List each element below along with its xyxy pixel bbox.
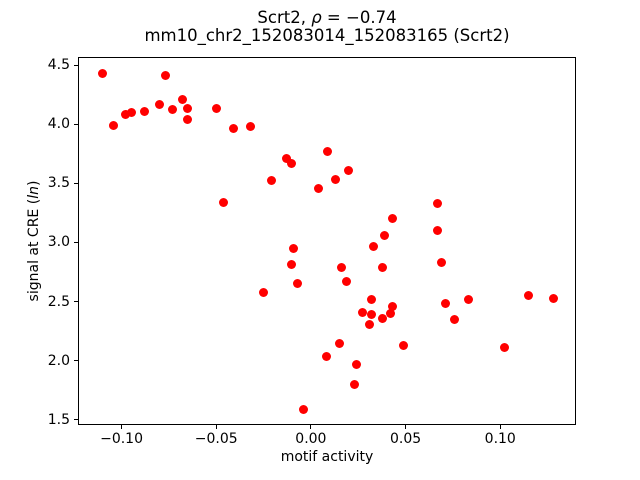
data-point (183, 104, 193, 114)
data-point (168, 105, 178, 115)
y-tick-mark (74, 123, 78, 125)
data-point (120, 110, 130, 120)
data-point (245, 122, 255, 132)
data-point (177, 94, 187, 104)
data-point (385, 308, 395, 318)
data-point (331, 175, 341, 185)
y-tick-mark (74, 301, 78, 303)
x-tick-mark (215, 425, 217, 429)
data-point (321, 351, 331, 361)
x-tick-label: 0.00 (295, 431, 327, 447)
chart-title-line1: Scrt2, ρ = −0.74 (78, 9, 576, 27)
y-tick-label: 4.0 (47, 116, 70, 133)
y-axis-label: signal at CRE (ln) (26, 180, 42, 302)
data-point (342, 277, 352, 286)
data-point (109, 120, 119, 130)
x-tick-label: −0.10 (100, 431, 143, 447)
data-point (98, 68, 108, 78)
y-tick-mark (74, 419, 78, 421)
data-point (357, 307, 367, 317)
x-tick-label: −0.05 (194, 431, 238, 447)
chart-title: Scrt2, ρ = −0.74 mm10_chr2_152083014_152… (78, 9, 576, 44)
data-point (378, 262, 388, 272)
data-point (368, 241, 378, 251)
y-tick-label: 3.0 (47, 234, 70, 251)
data-point (366, 294, 376, 304)
data-point (349, 379, 359, 389)
title-rho-value: = −0.74 (321, 8, 397, 27)
data-point (160, 71, 170, 81)
data-point (378, 313, 388, 323)
y-tick-mark (74, 182, 78, 184)
data-point (298, 404, 308, 414)
data-point (450, 314, 460, 324)
data-point (313, 183, 323, 193)
x-tick-mark (499, 425, 501, 429)
data-point (266, 176, 276, 186)
data-point (139, 106, 149, 116)
y-tick-mark (74, 360, 78, 362)
y-tick-label: 1.5 (47, 411, 70, 428)
data-point (387, 301, 397, 311)
data-point (387, 214, 397, 224)
data-point (380, 230, 390, 240)
data-point (433, 198, 443, 208)
data-point (433, 226, 443, 236)
data-point (351, 359, 361, 369)
title-gene-label: Scrt2, (257, 8, 312, 27)
data-point (259, 287, 269, 297)
data-point (548, 293, 558, 303)
y-tick-label: 4.5 (47, 57, 70, 74)
data-point (289, 243, 299, 253)
data-point (219, 197, 229, 207)
y-tick-label: 2.0 (47, 352, 70, 369)
data-point (154, 99, 164, 109)
data-point (463, 294, 473, 304)
x-tick-mark (121, 425, 123, 429)
plot-area (78, 57, 576, 425)
data-point (323, 146, 333, 156)
data-point (287, 260, 297, 270)
y-tick-mark (74, 64, 78, 66)
y-tick-mark (74, 241, 78, 243)
data-point (281, 153, 291, 163)
data-point (365, 319, 375, 329)
data-point (287, 158, 297, 168)
data-point (183, 114, 193, 124)
data-point (440, 299, 450, 309)
x-tick-label: 0.05 (389, 431, 422, 447)
chart-subtitle: mm10_chr2_152083014_152083165 (Scrt2) (144, 25, 510, 45)
data-point (399, 340, 409, 350)
data-point (228, 124, 238, 134)
data-point (499, 343, 509, 353)
data-point (437, 258, 447, 268)
data-point (126, 107, 136, 117)
x-tick-label: 0.10 (484, 431, 516, 447)
data-point (334, 338, 344, 348)
data-point (211, 104, 221, 114)
data-point (366, 310, 376, 320)
x-axis-label: motif activity (280, 449, 374, 465)
y-tick-label: 3.5 (47, 175, 70, 192)
data-point (293, 279, 303, 289)
x-tick-mark (310, 425, 312, 429)
title-rho-symbol: ρ (311, 8, 322, 27)
data-point (336, 262, 346, 272)
data-point (524, 291, 534, 301)
y-tick-label: 2.5 (47, 293, 70, 310)
x-tick-mark (405, 425, 407, 429)
data-point (344, 165, 354, 175)
